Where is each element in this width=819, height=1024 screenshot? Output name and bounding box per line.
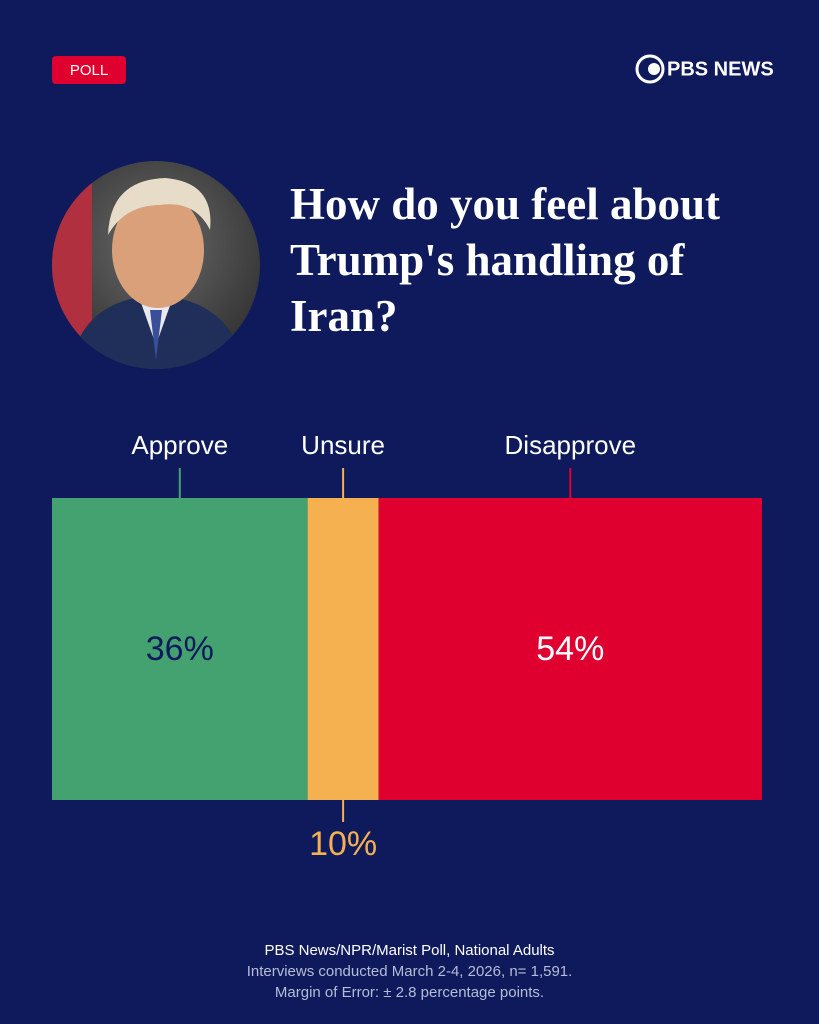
- bar-segment: [52, 498, 308, 800]
- logo-icon: [635, 54, 665, 84]
- legend-label: Approve: [131, 430, 228, 460]
- badge-bg: [52, 56, 126, 84]
- chart-title: How do you feel about Trump's handling o…: [290, 179, 721, 341]
- badge: POLL: [70, 62, 108, 79]
- footnote: Margin of Error: ± 2.8 percentage points…: [275, 984, 544, 1001]
- logo-icon-inner: [648, 63, 660, 75]
- value-label: 36%: [146, 630, 214, 668]
- bar-segment: [307, 498, 379, 800]
- portrait: [52, 161, 260, 369]
- value-label: 10%: [309, 825, 377, 863]
- legend-label: Disapprove: [505, 430, 637, 460]
- bar-segment: [378, 498, 762, 800]
- brand: PBS NEWS: [667, 58, 774, 80]
- footnote: PBS News/NPR/Marist Poll, National Adult…: [264, 942, 554, 959]
- legend-label: Unsure: [301, 430, 385, 460]
- value-label: 54%: [536, 630, 604, 668]
- footnote: Interviews conducted March 2-4, 2026, n=…: [247, 963, 573, 980]
